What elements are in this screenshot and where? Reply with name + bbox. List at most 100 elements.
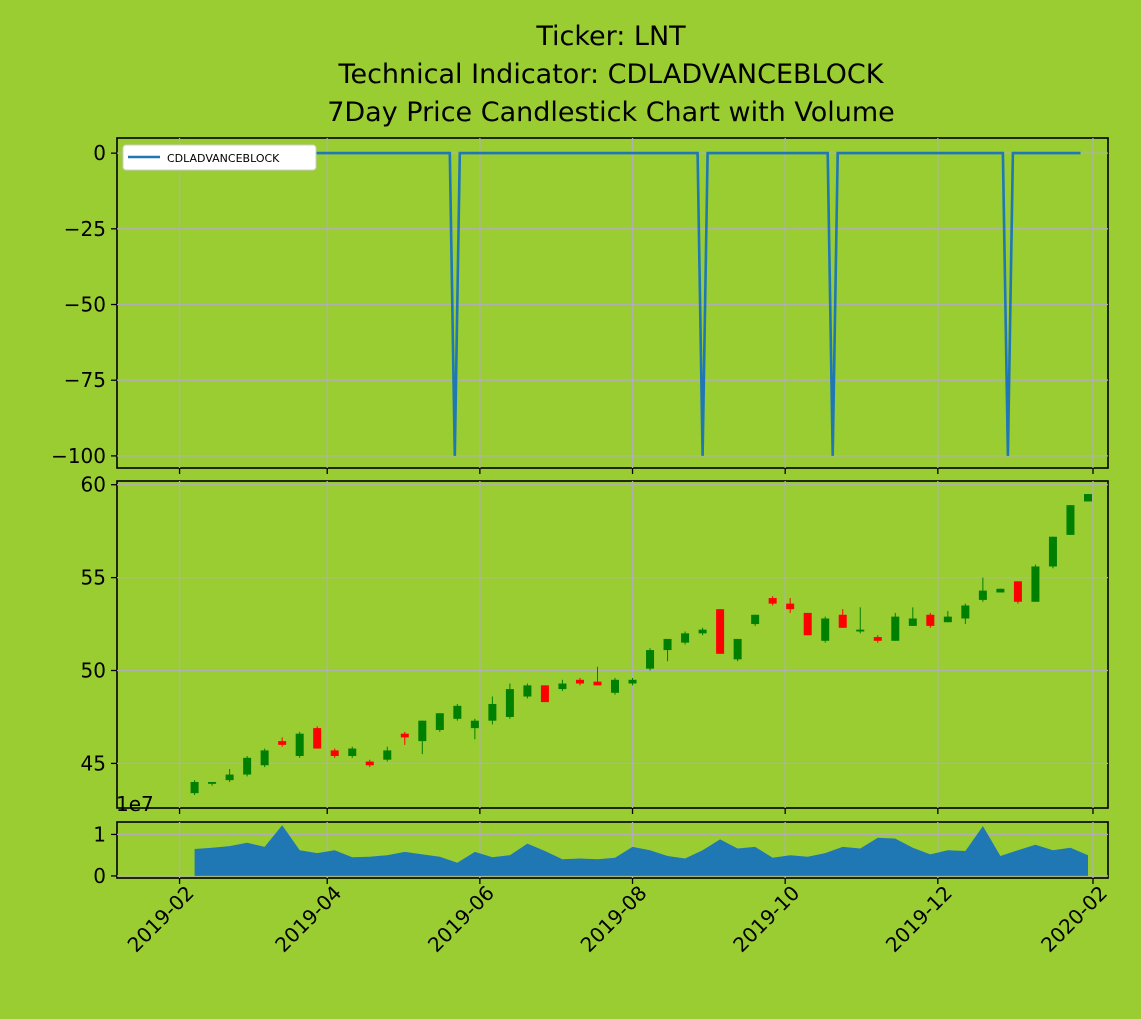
candle-body	[400, 733, 409, 738]
x-tick-label: 2019-02	[123, 881, 199, 957]
candle-body	[733, 638, 742, 660]
candle-body	[751, 614, 760, 625]
indicator-tick-label-y: −50	[64, 293, 106, 317]
x-tick-label: 2019-06	[423, 881, 499, 957]
candle	[646, 648, 655, 671]
legend: CDLADVANCEBLOCK	[122, 144, 317, 171]
candle	[838, 609, 847, 628]
candle-body	[873, 637, 882, 641]
candle	[330, 748, 339, 758]
candle	[768, 596, 777, 606]
candle	[681, 631, 690, 645]
candle	[208, 781, 217, 786]
candle	[803, 612, 812, 636]
candle-body	[278, 741, 287, 745]
candle-body	[663, 638, 672, 651]
candle	[190, 780, 199, 795]
candle	[505, 683, 514, 719]
candle-body	[505, 689, 514, 717]
candle-body	[698, 629, 707, 634]
candle	[716, 609, 725, 654]
candle	[418, 720, 427, 755]
candle-body	[1031, 566, 1040, 602]
candle	[1031, 564, 1040, 602]
indicator-frame	[116, 137, 1109, 469]
volume-panel: 0 1 1e7 2019-02 2019-04 2019-06 2019-08 2019-10…	[93, 792, 1112, 957]
candle	[751, 614, 760, 626]
candle-body	[856, 629, 865, 632]
candle	[435, 713, 444, 732]
candle-body	[786, 603, 795, 610]
candle-body	[681, 633, 690, 643]
candle	[611, 677, 620, 695]
candle	[786, 598, 795, 613]
candle	[663, 638, 672, 662]
title-line-2: Technical Indicator: CDLADVANCEBLOCK	[338, 59, 885, 90]
candle-body	[243, 757, 252, 775]
candle	[856, 607, 865, 634]
candle-body	[593, 681, 602, 686]
candle-body	[611, 679, 620, 693]
title-line-3: 7Day Price Candlestick Chart with Volume	[327, 97, 895, 128]
candle-body	[1083, 494, 1092, 502]
candle-body	[943, 616, 952, 623]
candle-body	[575, 679, 584, 684]
x-tick-label: 2019-10	[728, 881, 804, 957]
candle	[523, 683, 532, 699]
candle-body	[435, 713, 444, 730]
candle-body	[803, 612, 812, 636]
candle	[260, 748, 269, 768]
candle-body	[1013, 581, 1022, 602]
candle-body	[628, 679, 637, 684]
candle-body	[540, 685, 549, 703]
candle-body	[330, 750, 339, 756]
candle	[365, 759, 374, 768]
indicator-line	[187, 151, 1081, 456]
candle-body	[190, 781, 199, 794]
candle	[470, 718, 479, 740]
candle-body	[295, 733, 304, 756]
indicator-panel: 0 −25 −50 −75 −100 CDLADVANCEBLOCK	[51, 137, 1109, 474]
candle	[453, 703, 462, 721]
candle	[943, 611, 952, 623]
candle-body	[716, 609, 725, 654]
candle-body	[470, 720, 479, 729]
candle	[593, 666, 602, 686]
x-tick-label: 2019-08	[576, 881, 652, 957]
candle-body	[978, 590, 987, 600]
volume-frame	[116, 821, 1109, 879]
title-line-1: Ticker: LNT	[535, 21, 686, 52]
indicator-tick-label-y: −25	[64, 217, 106, 241]
candle-body	[418, 720, 427, 742]
candle-body	[891, 616, 900, 641]
candle-body	[961, 605, 970, 619]
candle	[400, 731, 409, 745]
figure-title: Ticker: LNT Technical Indicator: CDLADVA…	[327, 21, 895, 128]
candle	[733, 638, 742, 662]
candle-body	[313, 728, 322, 749]
candle	[978, 577, 987, 602]
candle	[926, 612, 935, 628]
candle-body	[646, 650, 655, 669]
candle-body	[838, 614, 847, 628]
price-tick-label-y: 50	[81, 659, 106, 683]
candle	[698, 627, 707, 636]
volume-tick-label-y: 0	[93, 864, 106, 888]
candle-body	[365, 761, 374, 766]
candle-body	[523, 685, 532, 697]
candle	[996, 588, 1005, 593]
candle	[243, 755, 252, 777]
candle-body	[768, 598, 777, 604]
indicator-tick-label-y: −75	[64, 368, 106, 392]
candle-body	[996, 588, 1005, 593]
candle-body	[208, 781, 217, 784]
price-frame	[116, 480, 1109, 809]
candle	[575, 677, 584, 686]
candle-body	[488, 703, 497, 721]
x-tick-label: 2019-04	[270, 881, 346, 957]
candle	[313, 726, 322, 749]
x-tick-label: 2020-02	[1036, 881, 1112, 957]
candle-body	[926, 614, 935, 626]
candle-body	[225, 774, 234, 781]
